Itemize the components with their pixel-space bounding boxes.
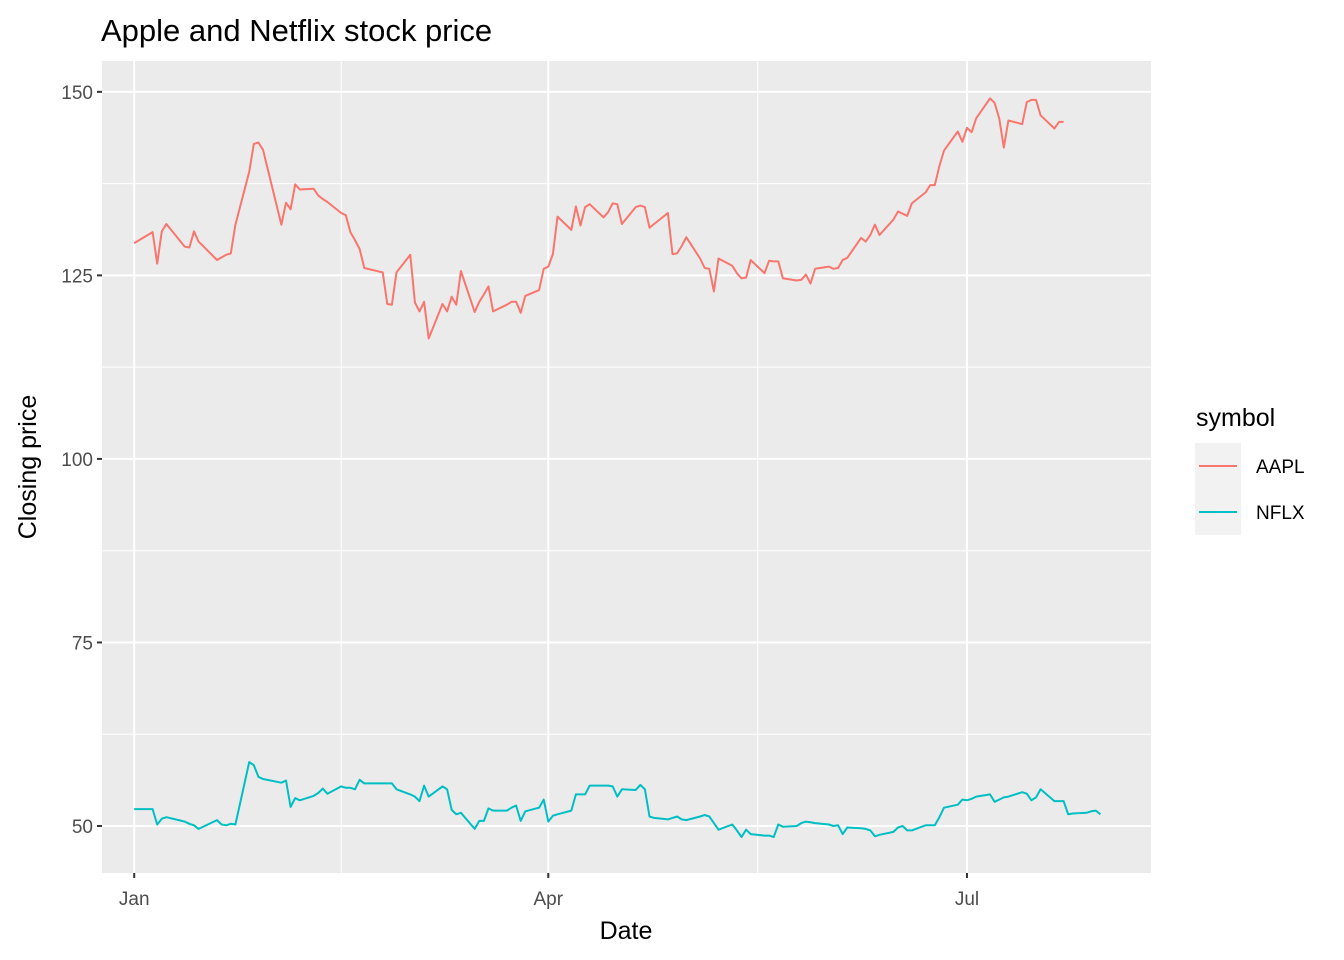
y-tick-label: 150	[61, 83, 93, 104]
y-tick-label: 50	[72, 817, 93, 838]
y-tick-label: 125	[61, 266, 93, 287]
legend-label-nflx: NFLX	[1256, 503, 1305, 524]
x-tick-label: Jul	[955, 889, 979, 910]
x-tick-label: Jan	[119, 889, 150, 910]
y-axis-title: Closing price	[14, 395, 42, 540]
legend: symbol AAPL NFLX	[1195, 404, 1305, 535]
legend-title: symbol	[1196, 404, 1275, 432]
x-axis: Jan Apr Jul	[119, 873, 979, 910]
x-tick-label: Apr	[533, 889, 563, 910]
plot-panel	[102, 61, 1151, 873]
series-lines	[133, 97, 1102, 838]
legend-label-aapl: AAPL	[1256, 457, 1305, 478]
y-tick-label: 100	[61, 450, 93, 471]
legend-keys: AAPL NFLX	[1195, 443, 1305, 535]
legend-key-background	[1195, 443, 1241, 535]
y-tick-label: 75	[72, 633, 93, 654]
x-axis-title: Date	[600, 917, 653, 945]
series-line-aapl	[133, 97, 1064, 340]
chart-title: Apple and Netflix stock price	[101, 13, 492, 48]
grid-minor	[102, 61, 1151, 873]
y-axis: 50 75 100 125 150	[61, 83, 102, 838]
grid-major	[102, 61, 1151, 873]
series-line-nflx	[134, 761, 1102, 838]
